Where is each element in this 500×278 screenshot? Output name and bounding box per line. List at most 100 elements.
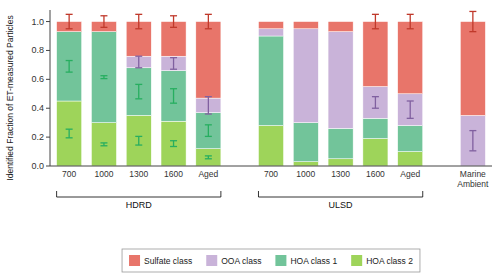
bar-segment (91, 123, 116, 166)
x-tick-label-line: Aged (198, 169, 218, 179)
error-bar (100, 76, 107, 79)
error-bar-cap (66, 129, 73, 130)
y-tick (46, 108, 50, 109)
bar-segment (258, 36, 283, 126)
bar-segment (161, 56, 186, 70)
x-tick-label-line: Ambient (457, 179, 489, 189)
error-bar-cap (170, 103, 177, 104)
error-bar-cap (100, 15, 107, 16)
x-tick-label-line: 700 (264, 169, 278, 179)
error-bar-line (472, 131, 473, 151)
error-bar-cap (135, 98, 142, 99)
x-tick-label-line: Marine (460, 169, 486, 179)
error-bar-line (138, 14, 139, 28)
error-bar-cap (205, 96, 212, 97)
x-tick-label: 1600 (164, 169, 183, 179)
bar-segment (196, 149, 221, 166)
error-bar (135, 56, 142, 68)
x-tick-label: 1000 (94, 169, 113, 179)
bar-segment (91, 32, 116, 123)
x-tick-label-line: 1600 (164, 169, 183, 179)
error-bar-cap (205, 155, 212, 156)
error-bar-cap (170, 88, 177, 89)
error-bar-cap (66, 14, 73, 15)
error-bar-cap (170, 15, 177, 16)
error-bar (469, 11, 476, 31)
legend-frame (122, 249, 420, 272)
bracket-end (220, 191, 221, 197)
bar-segment (57, 101, 82, 166)
x-tick-label-line: 1000 (296, 169, 315, 179)
y-tick-label: 0.2 (31, 132, 44, 142)
legend-label: HOA class 2 (366, 256, 413, 266)
error-bar-cap (205, 14, 212, 15)
error-bar (100, 16, 107, 28)
bar-segment (398, 94, 423, 126)
error-bar-cap (66, 60, 73, 61)
bar-segment (398, 22, 423, 94)
legend-label: HOA class 1 (290, 256, 337, 266)
error-bar (170, 16, 177, 28)
x-tick-label-line: 1300 (331, 169, 350, 179)
bar-segment (126, 68, 151, 116)
error-bar-cap (205, 124, 212, 125)
bars (57, 22, 486, 166)
error-bar-cap (407, 118, 414, 119)
error-bar (407, 101, 414, 118)
bar-segment (196, 22, 221, 99)
error-bar-line (410, 14, 411, 28)
error-bar (372, 14, 379, 28)
bar-segment (258, 22, 283, 29)
error-bar-cap (135, 84, 142, 85)
bar-segment (363, 22, 388, 87)
bar-segment (293, 123, 318, 162)
error-bar-cap (469, 150, 476, 151)
error-bar-cap (469, 11, 476, 12)
error-bar-cap (372, 108, 379, 109)
error-bar-cap (372, 28, 379, 29)
x-tick-label: 1300 (129, 169, 148, 179)
error-bar-line (173, 141, 174, 147)
x-tick-label: MarineAmbient (457, 169, 489, 189)
x-tick-label: Aged (400, 169, 420, 179)
bracket-end (258, 191, 259, 197)
bar-segment (398, 152, 423, 166)
bracket-end (56, 191, 57, 197)
x-tick-label: 1300 (331, 169, 350, 179)
error-bar-cap (135, 144, 142, 145)
legend-label: OOA class (221, 256, 261, 266)
bar-segment (258, 126, 283, 166)
x-tick-label: 1600 (366, 169, 385, 179)
y-axis-label: Identified Fraction of ET-measured Parti… (5, 15, 15, 180)
y-tick-label: 0.4 (31, 103, 44, 113)
error-bar (135, 84, 142, 98)
bar-segment (363, 139, 388, 166)
error-bar-line (68, 14, 69, 28)
bar-segment (328, 128, 353, 158)
error-bar (66, 61, 73, 73)
x-tick-label-line: Aged (400, 169, 420, 179)
y-tick (46, 50, 50, 51)
bar-segment (363, 118, 388, 138)
legend-swatch (275, 255, 286, 266)
error-bar-cap (205, 136, 212, 137)
x-axis-line (50, 166, 492, 167)
y-tick (46, 79, 50, 80)
group-bracket (57, 191, 221, 197)
y-tick-label: 0.8 (31, 45, 44, 55)
error-bar-cap (170, 57, 177, 58)
bar-segment (126, 56, 151, 68)
bar-segment (161, 121, 186, 166)
error-bar-cap (135, 56, 142, 57)
legend: Sulfate class OOA class HOA class 1 HOA cla… (122, 249, 420, 272)
bar-segment (328, 159, 353, 166)
legend-label: Sulfate class (144, 256, 192, 266)
error-bar-line (68, 129, 69, 138)
error-bar-line (173, 89, 174, 103)
error-bar-line (472, 11, 473, 31)
y-axis-line (50, 10, 51, 166)
x-tick-label: 1000 (296, 169, 315, 179)
bar-segment (460, 22, 485, 116)
bar-segment (258, 29, 283, 36)
bar-segment (293, 22, 318, 29)
